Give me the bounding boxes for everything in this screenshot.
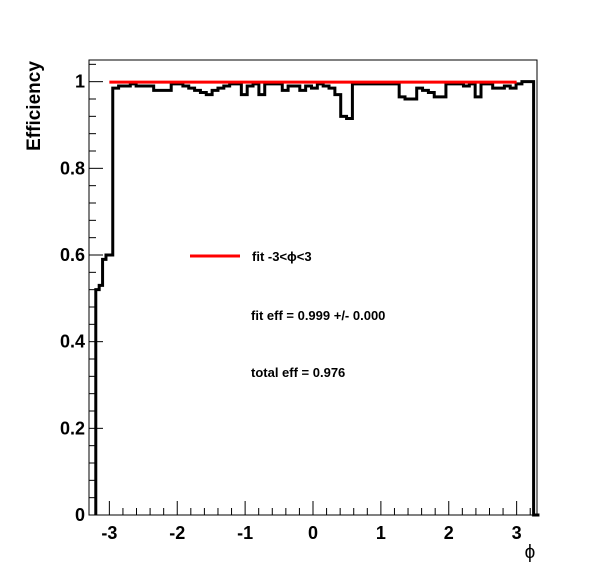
x-axis-label: ϕ	[525, 542, 536, 563]
x-tick-label: 0	[308, 523, 318, 543]
x-tick-label: 1	[376, 523, 386, 543]
plot-frame	[88, 59, 538, 516]
y-tick-label: 0.2	[60, 418, 85, 438]
x-axis-tick-labels: -3 -2 -1 0 1 2 3	[101, 523, 521, 543]
y-tick-label: 0.8	[60, 158, 85, 178]
x-tick-label: -3	[101, 523, 117, 543]
y-axis-label: Efficiency	[24, 61, 45, 151]
x-tick-label: -2	[169, 523, 185, 543]
y-tick-label: 1	[75, 72, 85, 92]
x-axis-ticks	[95, 501, 531, 515]
y-tick-label: 0.6	[60, 245, 85, 265]
x-tick-label: 3	[512, 523, 522, 543]
y-axis-tick-labels: 0 0.2 0.4 0.6 0.8 1	[60, 72, 85, 525]
legend-label-fit: fit -3<ϕ<3	[252, 249, 312, 264]
efficiency-histogram	[94, 80, 540, 517]
y-tick-label: 0	[75, 505, 85, 525]
y-tick-label: 0.4	[60, 332, 85, 352]
total-efficiency-annotation: total eff = 0.976	[251, 365, 345, 380]
x-tick-label: -1	[237, 523, 253, 543]
fit-efficiency-annotation: fit eff = 0.999 +/- 0.000	[251, 308, 385, 323]
x-tick-label: 2	[444, 523, 454, 543]
